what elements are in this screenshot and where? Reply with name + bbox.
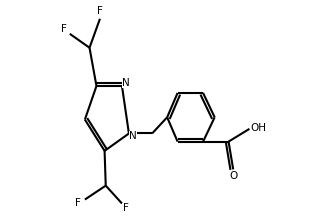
- Text: O: O: [229, 171, 238, 181]
- Text: F: F: [61, 24, 66, 34]
- Text: N: N: [122, 78, 130, 88]
- Text: OH: OH: [250, 123, 266, 133]
- Text: N: N: [129, 131, 137, 141]
- Text: F: F: [123, 203, 128, 213]
- Text: F: F: [97, 6, 103, 16]
- Text: F: F: [75, 199, 81, 208]
